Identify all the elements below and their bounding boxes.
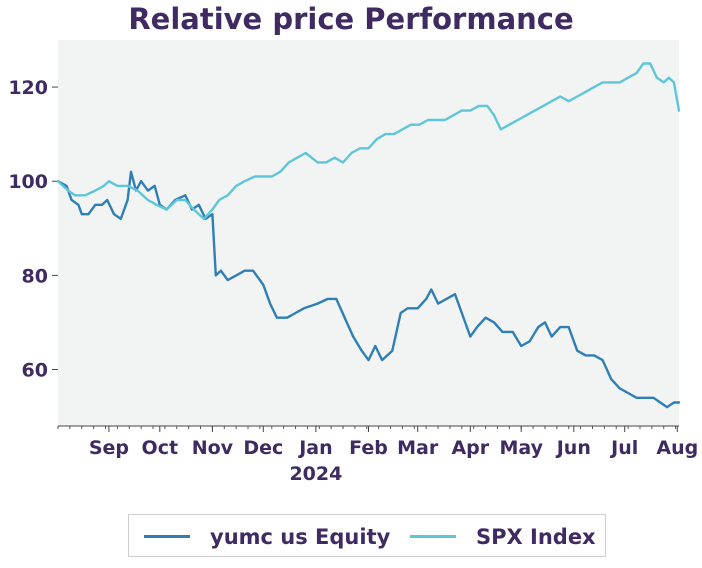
y-axis: 60 80 100 120 <box>8 77 58 382</box>
x-tick-label: May <box>499 437 543 459</box>
series-line-spx <box>56 62 681 221</box>
y-tick-label: 60 <box>22 360 48 382</box>
series-layer <box>56 62 681 409</box>
y-tick-label: 100 <box>8 171 48 193</box>
y-tick-label: 80 <box>22 265 48 287</box>
legend: yumc us Equity SPX Index <box>128 514 606 557</box>
x-tick-label: Sep <box>89 437 129 459</box>
x-tick-label: Jan <box>297 437 332 459</box>
legend-item-yumc: yumc us Equity <box>144 515 390 558</box>
series-line-yumc <box>56 170 681 409</box>
x-tick-label: Apr <box>451 437 489 459</box>
x-tick-label: Nov <box>192 437 234 459</box>
legend-item-spx: SPX Index <box>410 515 596 558</box>
legend-label-spx: SPX Index <box>476 524 596 549</box>
x-tick-label: Feb <box>349 437 388 459</box>
x-tick-year-label: 2024 <box>289 463 342 485</box>
x-tick-label: Aug <box>656 437 698 459</box>
y-tick-label: 120 <box>8 77 48 99</box>
chart-title: Relative price Performance <box>128 2 574 36</box>
x-tick-label: Jul <box>609 437 638 459</box>
legend-swatch-spx <box>410 535 456 538</box>
plot-background <box>58 40 679 426</box>
x-tick-label: Dec <box>243 437 283 459</box>
legend-label-yumc: yumc us Equity <box>210 524 391 549</box>
x-tick-label: Oct <box>142 437 179 459</box>
x-axis: Sep Oct Nov Dec Jan 2024 Feb Mar Apr May Jun Jul Aug <box>57 426 698 485</box>
legend-swatch-yumc <box>144 535 190 538</box>
x-tick-label: Mar <box>397 437 439 459</box>
x-tick-label: Jun <box>555 437 591 459</box>
